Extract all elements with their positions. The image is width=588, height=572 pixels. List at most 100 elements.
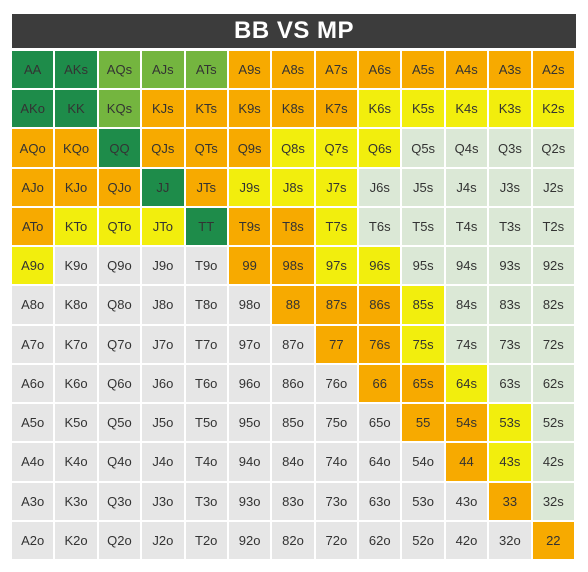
hand-cell-J7s: J7s	[315, 168, 358, 206]
hand-cell-72o: 72o	[315, 521, 358, 559]
hand-cell-65s: 65s	[402, 364, 444, 403]
hand-cell-52s: 52s	[532, 404, 574, 442]
hand-cell-98s: 98s	[272, 247, 314, 285]
hand-cell-A3o: A3o	[12, 482, 54, 520]
hand-cell-J9s: J9s	[228, 168, 271, 206]
hand-cell-J9o: J9o	[142, 247, 184, 285]
hand-cell-97o: 97o	[228, 325, 271, 363]
hand-cell-65o: 65o	[359, 404, 401, 442]
hand-cell-T2o: T2o	[185, 521, 227, 559]
hand-cell-J8s: J8s	[272, 168, 314, 206]
hand-cell-85o: 85o	[272, 404, 314, 442]
hand-cell-Q6s: Q6s	[359, 129, 401, 167]
hand-cell-92o: 92o	[228, 521, 271, 559]
hand-cell-T9o: T9o	[185, 247, 227, 285]
hand-cell-K5s: K5s	[402, 90, 444, 128]
hand-cell-72s: 72s	[532, 325, 574, 363]
hand-cell-J7o: J7o	[142, 325, 184, 363]
hand-cell-Q3s: Q3s	[489, 129, 531, 167]
hand-cell-A4s: A4s	[445, 51, 488, 89]
hand-cell-83s: 83s	[489, 286, 531, 324]
hand-cell-A6s: A6s	[359, 51, 401, 89]
hand-cell-A6o: A6o	[12, 364, 54, 403]
hand-cell-A2o: A2o	[12, 521, 54, 559]
hand-cell-T7s: T7s	[315, 207, 358, 246]
hand-cell-52o: 52o	[402, 521, 444, 559]
hand-cell-A7s: A7s	[315, 51, 358, 89]
hand-cell-J5o: J5o	[142, 404, 184, 442]
hand-cell-94s: 94s	[445, 247, 488, 285]
hand-cell-T6o: T6o	[185, 364, 227, 403]
hand-cell-KQo: KQo	[55, 129, 97, 167]
hand-cell-98o: 98o	[228, 286, 271, 324]
hand-cell-64s: 64s	[445, 364, 488, 403]
hand-cell-AQo: AQo	[12, 129, 54, 167]
hand-cell-T9s: T9s	[228, 207, 271, 246]
hand-cell-J5s: J5s	[402, 168, 444, 206]
hand-cell-A5s: A5s	[402, 51, 444, 89]
hand-cell-AJo: AJo	[12, 168, 54, 206]
hand-cell-J4o: J4o	[142, 443, 184, 481]
hand-cell-K2o: K2o	[55, 521, 97, 559]
hand-cell-54s: 54s	[445, 404, 488, 442]
hand-cell-Q8s: Q8s	[272, 129, 314, 167]
hand-cell-KTo: KTo	[55, 207, 97, 246]
hand-cell-A5o: A5o	[12, 404, 54, 442]
hand-cell-K7o: K7o	[55, 325, 97, 363]
hand-cell-75s: 75s	[402, 325, 444, 363]
hand-cell-87o: 87o	[272, 325, 314, 363]
hand-cell-K5o: K5o	[55, 404, 97, 442]
hand-cell-92s: 92s	[532, 247, 574, 285]
hand-cell-96o: 96o	[228, 364, 271, 403]
hand-cell-33: 33	[489, 482, 531, 520]
hand-cell-Q2s: Q2s	[532, 129, 574, 167]
hand-cell-AKo: AKo	[12, 90, 54, 128]
hand-cell-A8s: A8s	[272, 51, 314, 89]
hand-range-grid: AA AKs AQs AJs ATs A9s A8s A7s A6s A5s A4s A3s A2s AK…	[12, 51, 576, 561]
hand-cell-42o: 42o	[445, 521, 488, 559]
hand-cell-KQs: KQs	[98, 90, 141, 128]
hand-cell-J3o: J3o	[142, 482, 184, 520]
hand-cell-32s: 32s	[532, 482, 574, 520]
hand-cell-QTo: QTo	[98, 207, 141, 246]
hand-cell-T6s: T6s	[359, 207, 401, 246]
hand-cell-A9o: A9o	[12, 247, 54, 285]
hand-cell-32o: 32o	[489, 521, 531, 559]
hand-cell-55: 55	[402, 404, 444, 442]
hand-cell-Q2o: Q2o	[98, 521, 141, 559]
hand-cell-J6o: J6o	[142, 364, 184, 403]
hand-cell-Q9s: Q9s	[228, 129, 271, 167]
hand-cell-T3s: T3s	[489, 207, 531, 246]
hand-cell-62o: 62o	[359, 521, 401, 559]
hand-cell-QJo: QJo	[98, 168, 141, 206]
hand-cell-62s: 62s	[532, 364, 574, 403]
hand-cell-AA: AA	[12, 51, 54, 89]
hand-cell-82o: 82o	[272, 521, 314, 559]
hand-cell-53s: 53s	[489, 404, 531, 442]
hand-cell-AKs: AKs	[55, 51, 97, 89]
hand-cell-KJo: KJo	[55, 168, 97, 206]
hand-cell-99: 99	[228, 247, 271, 285]
hand-cell-77: 77	[315, 325, 358, 363]
hand-cell-Q9o: Q9o	[98, 247, 141, 285]
hand-cell-K8o: K8o	[55, 286, 97, 324]
hand-cell-K8s: K8s	[272, 90, 314, 128]
hand-cell-74s: 74s	[445, 325, 488, 363]
hand-cell-ATo: ATo	[12, 207, 54, 246]
hand-cell-J2s: J2s	[532, 168, 574, 206]
hand-cell-Q4o: Q4o	[98, 443, 141, 481]
hand-cell-T3o: T3o	[185, 482, 227, 520]
hand-cell-42s: 42s	[532, 443, 574, 481]
hand-cell-88: 88	[272, 286, 314, 324]
hand-cell-Q8o: Q8o	[98, 286, 141, 324]
hand-cell-QJs: QJs	[142, 129, 184, 167]
hand-cell-Q4s: Q4s	[445, 129, 488, 167]
hand-cell-K4o: K4o	[55, 443, 97, 481]
hand-cell-93o: 93o	[228, 482, 271, 520]
hand-cell-A7o: A7o	[12, 325, 54, 363]
hand-cell-94o: 94o	[228, 443, 271, 481]
hand-cell-82s: 82s	[532, 286, 574, 324]
hand-cell-ATs: ATs	[185, 51, 227, 89]
hand-cell-T7o: T7o	[185, 325, 227, 363]
hand-cell-76o: 76o	[315, 364, 358, 403]
